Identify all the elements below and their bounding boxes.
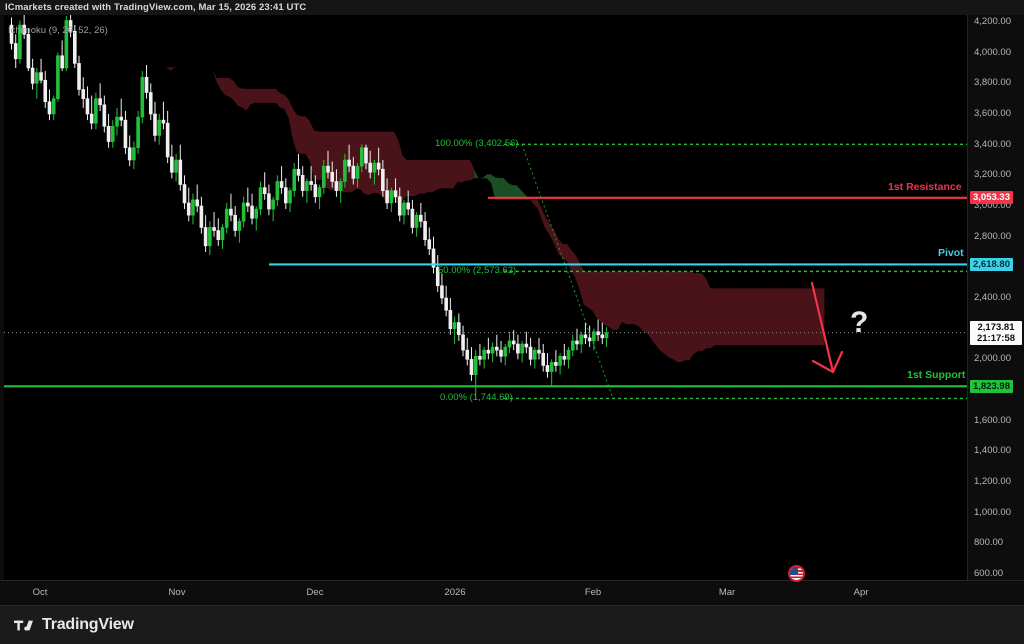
level-label-1st-resistance: 1st Resistance [888,180,962,193]
last-price-pill: 2,173.81 21:17:58 [970,320,1022,345]
fib-label-100: 100.00% (3,402.56) [435,138,519,150]
time-tick: Mar [718,587,736,598]
price-tick: 4,200.00 [974,16,1011,27]
time-tick: Apr [853,587,869,598]
level-label-1st-support: 1st Support [907,369,966,382]
price-tick: 1,200.00 [974,476,1011,487]
bar-countdown: 21:17:58 [976,332,1016,344]
price-tick: 1,400.00 [974,445,1011,457]
fib-label-50: 50.00% (2,573.62) [438,265,517,277]
fib-label-0: 0.00% (1,744.69) [440,392,513,404]
tradingview-logo-icon [14,620,33,631]
chart-attribution-header: ICmarkets created with TradingView.com, … [0,0,1024,15]
price-pill-1st-support: 1,823.98 [970,379,1013,393]
price-pill-1st-resistance: 3,053.33 [970,191,1013,205]
ichimoku-cloud-group [119,33,825,363]
price-tick: 600.00 [974,568,1004,579]
last-price-value: 2,173.81 [977,321,1015,333]
price-tick: 3,400.00 [974,138,1011,150]
time-tick: Dec [306,587,324,598]
tradingview-wordmark: TradingView [42,616,134,633]
time-tick: 2026 [444,587,466,598]
time-axis[interactable]: Oct Nov Dec 2026 Feb Mar Apr [0,580,1024,605]
price-tick: 2,000.00 [974,353,1011,365]
chart-plot-area[interactable]: Ichimoku (9, 26, 52, 26) 1st Resistance … [4,15,967,580]
candlestick-series [9,15,609,399]
flag-canton [790,567,798,575]
pivot-levels-group [4,196,967,388]
price-pill-pivot: 2,618.80 [970,257,1013,271]
price-tick: 2,400.00 [974,292,1011,303]
price-tick: 1,600.00 [974,414,1011,426]
time-tick: Oct [32,587,48,598]
price-tick: 3,000.00 [974,200,1011,211]
level-label-pivot: Pivot [938,247,964,260]
price-tick: 3,600.00 [974,108,1011,119]
question-mark-annotation: ? [850,305,869,339]
price-tick: 4,000.00 [974,46,1011,58]
bearish-arrow-annotation [810,281,844,374]
price-tick: 2,800.00 [974,230,1011,242]
price-tick: 1,000.00 [974,506,1011,518]
tradingview-logo[interactable]: TradingView [14,616,134,634]
time-tick: Feb [584,587,602,598]
us-flag-event-marker[interactable] [788,565,805,582]
chart-canvas [4,15,967,400]
footer-bar: TradingView [0,605,1024,644]
time-tick: Nov [168,587,186,598]
price-tick: 800.00 [974,537,1004,549]
price-tick: 3,200.00 [974,169,1011,181]
price-tick: 3,800.00 [974,77,1011,89]
fibonacci-retracement-group [504,143,967,400]
price-scale[interactable]: 4,200.00 4,000.00 3,800.00 3,600.00 3,400.00… [967,15,1024,580]
